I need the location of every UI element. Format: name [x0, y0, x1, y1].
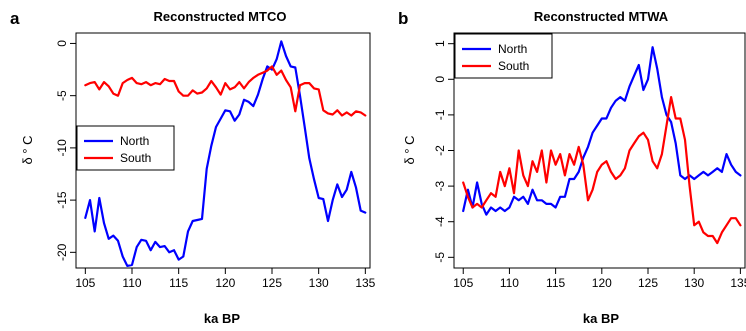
- series-line-north: [462, 46, 742, 216]
- y-tick-label: -2: [433, 145, 447, 156]
- panel-a-series: [84, 40, 367, 267]
- x-tick-label: 135: [730, 276, 746, 290]
- x-tick-label: 105: [75, 276, 95, 290]
- y-tick-label: -20: [55, 243, 69, 261]
- x-tick-label: 125: [262, 276, 282, 290]
- panel-b-legend-label-south: South: [498, 59, 529, 73]
- y-tick-label: -5: [55, 90, 69, 101]
- panel-b-title: Reconstructed MTWA: [534, 9, 669, 24]
- panel-a-title: Reconstructed MTCO: [154, 9, 287, 24]
- panel-b-letter: b: [398, 9, 408, 28]
- panel-b-x-axis: 105 110 115 120 125 130 135: [453, 268, 746, 290]
- panel-b-legend: North South: [454, 33, 553, 79]
- panel-a: a Reconstructed MTCO ka BP δ ° C 105 110 1…: [10, 9, 376, 326]
- y-tick-label: -3: [433, 180, 447, 191]
- y-tick-label: -4: [433, 216, 447, 227]
- x-tick-label: 115: [169, 276, 188, 290]
- x-tick-label: 110: [500, 276, 519, 290]
- panel-b-series: [462, 46, 742, 245]
- x-tick-label: 105: [453, 276, 473, 290]
- x-tick-label: 125: [638, 276, 658, 290]
- x-tick-label: 110: [122, 276, 141, 290]
- y-tick-label: 1: [433, 40, 447, 47]
- x-tick-label: 120: [215, 276, 235, 290]
- panel-a-legend-label-south: South: [120, 151, 151, 165]
- panel-a-letter: a: [10, 9, 20, 28]
- y-tick-label: -1: [433, 109, 447, 120]
- x-tick-label: 115: [546, 276, 565, 290]
- series-line-north: [84, 40, 367, 267]
- panel-a-x-axis: 105 110 115 120 125 130 135: [75, 268, 376, 290]
- y-tick-label: 0: [55, 40, 69, 47]
- panel-b-xlabel: ka BP: [583, 311, 619, 326]
- panel-b-legend-label-north: North: [498, 42, 527, 56]
- panel-a-legend-box: [76, 125, 175, 171]
- panel-a-ylabel: δ ° C: [20, 135, 35, 164]
- panel-a-xlabel: ka BP: [204, 311, 240, 326]
- panel-a-plot-frame: [75, 32, 371, 269]
- panel-a-y-axis: 0 -5 -10 -15 -20: [55, 40, 76, 261]
- y-tick-label: 0: [433, 76, 447, 83]
- x-tick-label: 135: [355, 276, 375, 290]
- panel-a-legend: North South: [76, 125, 175, 171]
- x-tick-label: 130: [684, 276, 704, 290]
- panel-a-legend-label-north: North: [120, 134, 149, 148]
- y-tick-label: -15: [55, 191, 69, 209]
- panel-b-ylabel: δ ° C: [402, 135, 417, 164]
- panel-b-legend-box: [454, 33, 553, 79]
- y-tick-label: -5: [433, 252, 447, 263]
- panel-b: b Reconstructed MTWA ka BP δ ° C 105 110 1…: [398, 9, 746, 326]
- series-line-south: [462, 95, 742, 245]
- x-tick-label: 130: [309, 276, 329, 290]
- panel-b-y-axis: 1 0 -1 -2 -3 -4 -5: [433, 40, 454, 263]
- y-tick-label: -10: [55, 139, 69, 157]
- series-line-south: [84, 65, 367, 117]
- x-tick-label: 120: [592, 276, 612, 290]
